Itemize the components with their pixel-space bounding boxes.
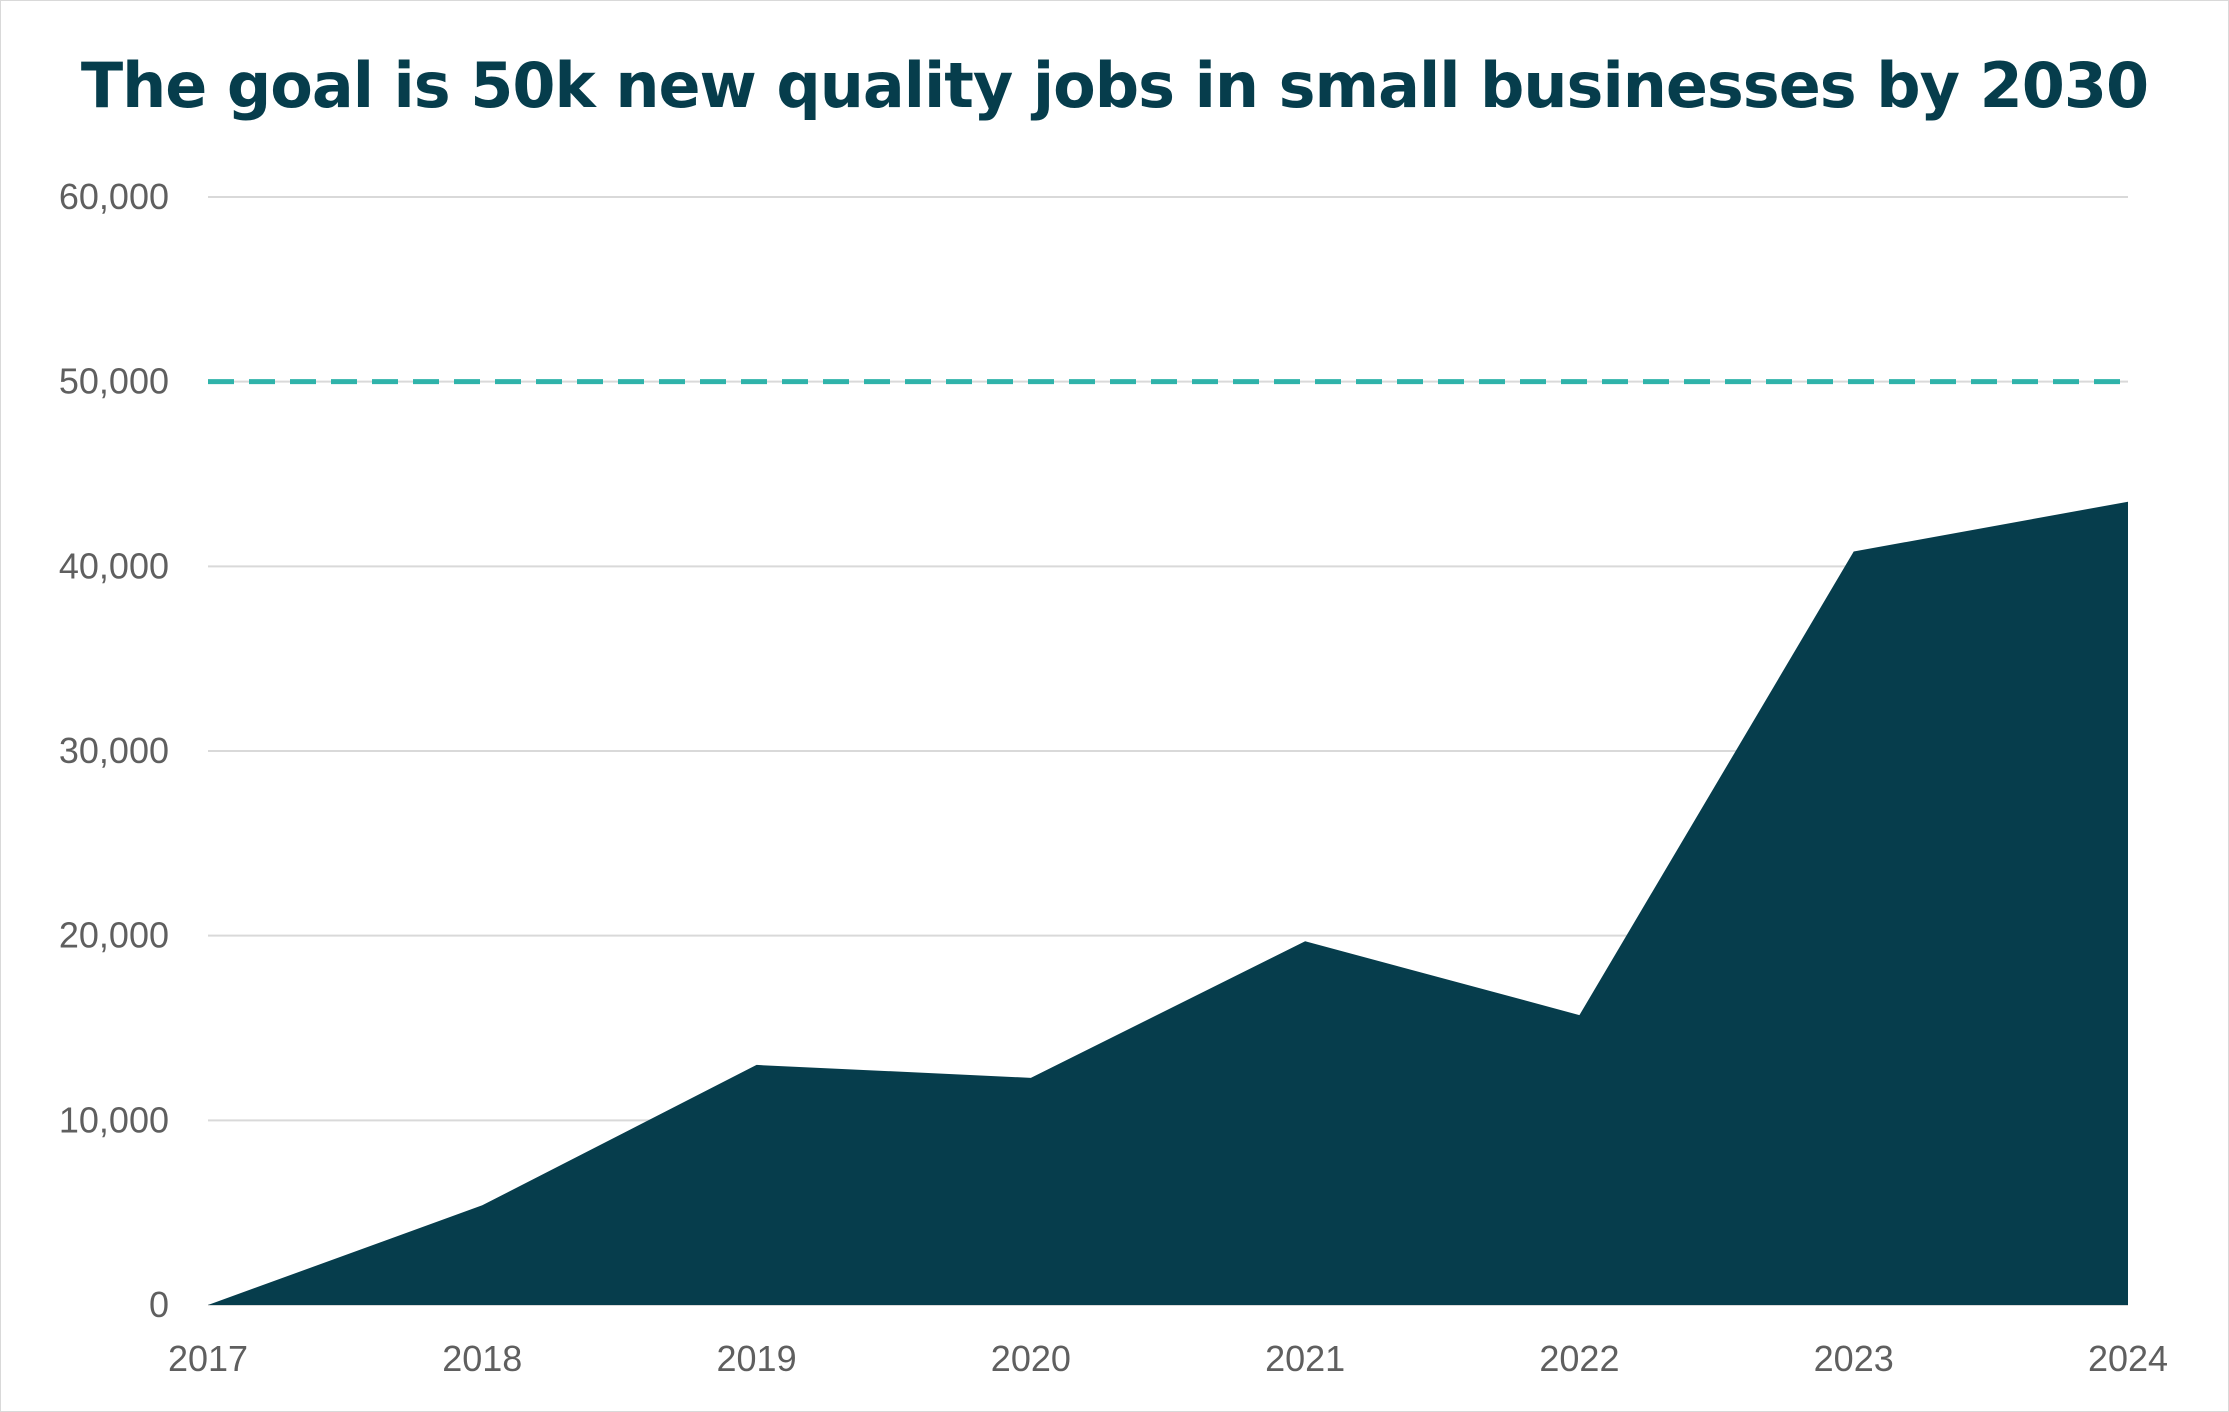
x-tick-label: 2022: [1539, 1338, 1619, 1379]
area-series-0: [208, 501, 2128, 1305]
x-tick-label: 2018: [442, 1338, 522, 1379]
y-tick-label: 20,000: [59, 915, 169, 956]
x-axis-labels: 2017 2018 2019 2020 2021 2022 2023 2024: [168, 1338, 2168, 1379]
y-tick-label: 40,000: [59, 545, 169, 586]
y-axis-labels: 0 10,000 20,000 30,000 40,000 50,000 60,000: [59, 176, 169, 1325]
x-tick-label: 2021: [1265, 1338, 1345, 1379]
chart-title: The goal is 50k new quality jobs in smal…: [80, 49, 2149, 122]
y-tick-label: 60,000: [59, 176, 169, 217]
x-tick-label: 2020: [991, 1338, 1071, 1379]
y-tick-label: 10,000: [59, 1099, 169, 1140]
y-tick-label: 0: [149, 1284, 169, 1325]
area-series: [208, 501, 2128, 1305]
x-tick-label: 2023: [1814, 1338, 1894, 1379]
x-tick-label: 2017: [168, 1338, 248, 1379]
y-tick-label: 50,000: [59, 361, 169, 402]
x-tick-label: 2024: [2088, 1338, 2168, 1379]
x-tick-label: 2019: [717, 1338, 797, 1379]
y-tick-label: 30,000: [59, 730, 169, 771]
